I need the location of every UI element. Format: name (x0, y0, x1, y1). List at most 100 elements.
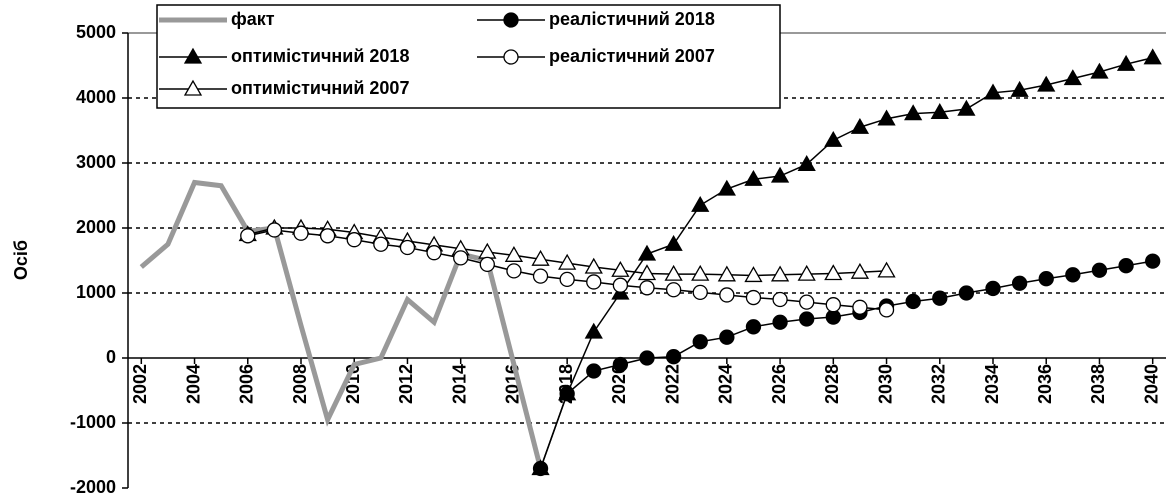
data-point (691, 264, 710, 281)
y-axis-label: Осіб (11, 240, 31, 280)
data-point (1116, 54, 1136, 71)
data-point (664, 264, 683, 281)
data-point (799, 294, 815, 310)
y-tick-label: 1000 (76, 282, 116, 302)
x-tick-label: 2004 (183, 364, 203, 404)
data-point (532, 268, 549, 284)
data-point (930, 102, 949, 119)
x-tick-label: 2022 (662, 364, 682, 404)
data-point (692, 334, 708, 350)
data-point (506, 263, 522, 279)
x-tick-label: 2040 (1141, 364, 1161, 404)
data-point (745, 289, 762, 306)
data-point (426, 245, 442, 261)
data-point (1065, 267, 1081, 283)
x-tick-label: 2020 (609, 364, 629, 404)
data-point (770, 265, 790, 282)
data-point (1143, 48, 1162, 65)
data-point (612, 277, 629, 293)
data-point (1118, 258, 1134, 274)
data-point (983, 83, 1003, 100)
data-point (958, 285, 975, 301)
data-point (824, 264, 843, 281)
data-point (479, 256, 495, 273)
x-tick-label: 2036 (1035, 364, 1055, 404)
data-point (957, 99, 976, 116)
data-point (691, 195, 710, 212)
data-point (772, 314, 788, 330)
data-point (240, 228, 256, 244)
y-tick-label: -1000 (70, 412, 116, 432)
data-point (744, 169, 763, 186)
y-tick-label: 2000 (76, 217, 116, 237)
y-tick-label: 0 (106, 347, 116, 367)
data-point (531, 249, 550, 266)
data-point (373, 236, 389, 252)
data-point (504, 245, 524, 262)
data-point (770, 166, 790, 183)
data-point (453, 250, 469, 266)
data-point (293, 225, 309, 241)
data-point (1145, 253, 1161, 269)
data-point (717, 265, 736, 282)
y-tick-label: -2000 (70, 477, 116, 497)
data-point (584, 322, 603, 339)
data-point (639, 280, 655, 296)
data-point (586, 274, 602, 290)
legend-marker (183, 47, 203, 64)
x-tick-label: 2002 (130, 364, 150, 404)
legend-label: оптимістичний 2018 (231, 46, 409, 66)
data-point (558, 253, 577, 270)
x-tick-label: 2026 (769, 364, 789, 404)
data-point (1091, 262, 1108, 278)
legend-box (156, 4, 781, 109)
data-point (1038, 271, 1054, 287)
data-point (850, 262, 870, 279)
legend-label: факт (231, 9, 275, 29)
series-line (539, 56, 1153, 469)
x-tick-label: 2028 (822, 364, 842, 404)
data-point (985, 280, 1001, 297)
data-point (719, 287, 735, 303)
data-point (824, 130, 843, 147)
legend-marker (503, 49, 519, 65)
data-point (877, 109, 896, 126)
data-point (584, 257, 603, 274)
legend-marker (183, 79, 203, 96)
data-point (664, 234, 683, 251)
data-point (878, 302, 895, 318)
x-tick-label: 2014 (449, 364, 469, 404)
data-point (532, 460, 549, 477)
data-point (611, 260, 630, 277)
data-point (1011, 275, 1028, 291)
x-tick-label: 2030 (875, 364, 895, 404)
data-point (904, 104, 923, 121)
x-tick-label: 2024 (716, 364, 736, 404)
series-line (247, 229, 887, 311)
data-point (905, 293, 921, 310)
data-point (637, 264, 657, 281)
data-point (319, 228, 336, 244)
data-point (665, 349, 682, 365)
data-point (797, 154, 816, 171)
x-tick-label: 2032 (929, 364, 949, 404)
data-point (852, 299, 868, 315)
y-tick-label: 5000 (76, 22, 116, 42)
x-tick-label: 2006 (237, 364, 257, 404)
data-point (717, 179, 736, 196)
data-point (719, 329, 735, 345)
data-point (744, 266, 763, 283)
data-point (399, 239, 416, 256)
legend-label: реалістичний 2007 (549, 46, 715, 66)
data-point (1037, 75, 1056, 92)
y-tick-label: 4000 (76, 87, 116, 107)
data-point (772, 291, 788, 308)
legend-label: оптимістичний 2007 (231, 78, 409, 98)
x-tick-label: 2008 (290, 364, 310, 404)
data-point (586, 363, 602, 379)
data-point (559, 386, 575, 402)
data-point (692, 284, 708, 301)
data-point (932, 290, 948, 306)
data-point (612, 356, 629, 373)
